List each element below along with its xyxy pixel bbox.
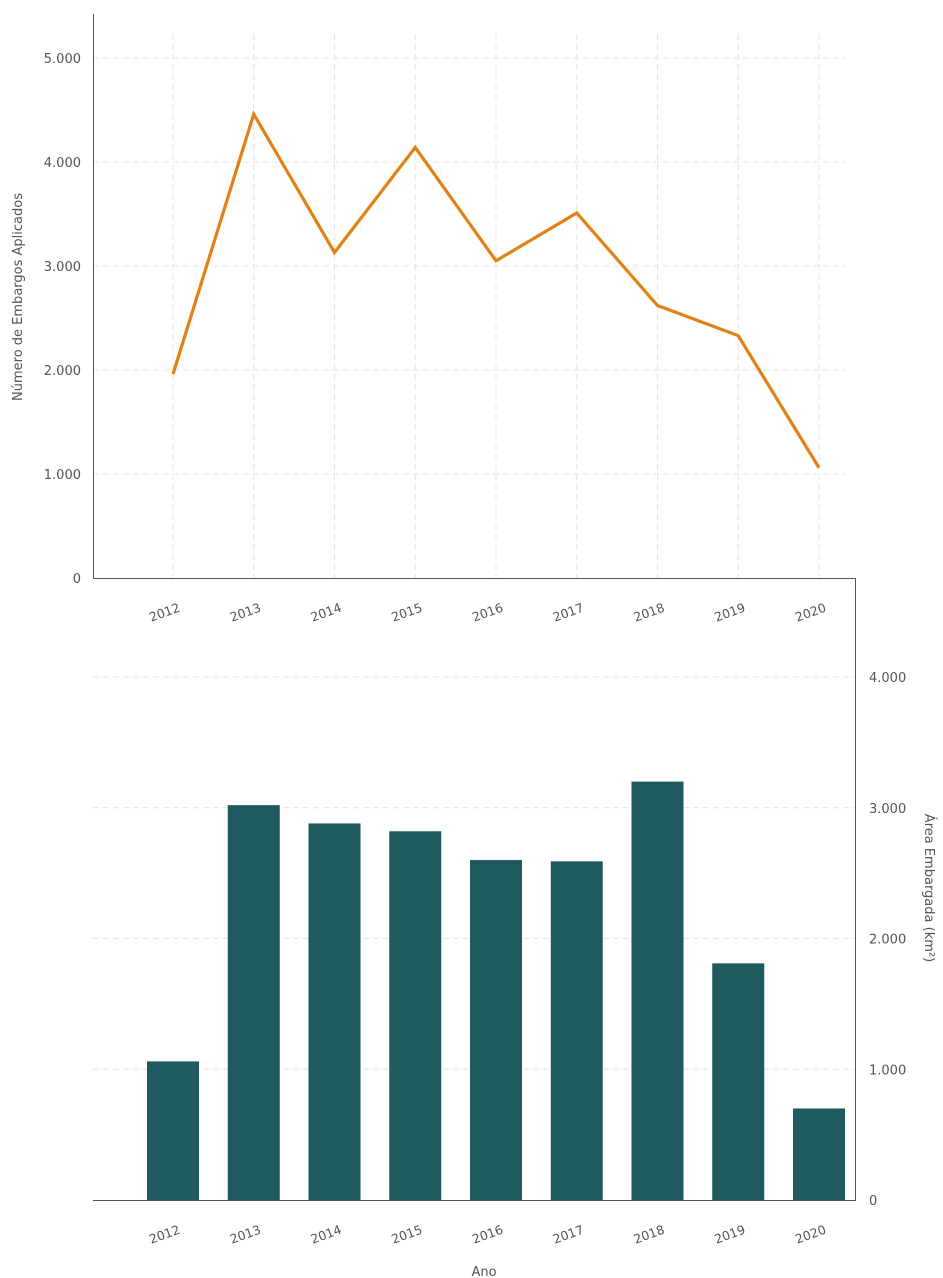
line-chart-y-tick-labels: 0 1.000 2.000 3.000 4.000 5.000: [44, 52, 81, 587]
line-chart-y-tick-label: 2.000: [44, 364, 81, 379]
bar-chart-y-tick-label: 1.000: [869, 1063, 906, 1078]
bar-chart-y-tick-labels: 0 1.000 2.000 3.000 4.000: [869, 671, 906, 1209]
bar-chart-x-tick-labels: 2012 2013 2014 2015 2016 2017 2018 2019 2020: [147, 1222, 828, 1247]
line-chart-x-tick-labels: 2012 2013 2014 2015 2016 2017 2018 2019 2020: [147, 600, 828, 625]
bar: [147, 1061, 199, 1200]
bar: [470, 860, 522, 1200]
line-chart-y-tick-label: 1.000: [44, 468, 81, 483]
line-chart-x-tick-label: 2016: [470, 600, 505, 625]
line-chart-y-tick-label: 5.000: [44, 52, 81, 67]
bar-chart-x-tick-label: 2018: [632, 1222, 667, 1247]
line-series: [171, 110, 821, 469]
line-chart-y-tick-label: 0: [73, 572, 81, 587]
axes: [93, 14, 856, 1201]
bar-chart-y-tick-label: 4.000: [869, 671, 906, 686]
line-chart-y-tick-label: 4.000: [44, 156, 81, 171]
line-chart-x-tick-label: 2013: [228, 600, 263, 625]
bar: [308, 823, 361, 1200]
bar-chart-x-tick-label: 2020: [793, 1222, 828, 1247]
line-chart-x-tick-label: 2020: [793, 600, 828, 625]
bar: [389, 831, 442, 1200]
bar-chart-x-tick-label: 2014: [309, 1222, 344, 1247]
line-chart-x-tick-label: 2017: [551, 600, 586, 625]
bar: [712, 963, 765, 1200]
line-chart-x-tick-label: 2015: [389, 600, 424, 625]
bar-chart-y-tick-label: 3.000: [869, 802, 906, 817]
bar-chart-x-tick-label: 2019: [712, 1222, 747, 1247]
bar-chart-x-tick-label: 2012: [147, 1222, 182, 1247]
bar: [227, 805, 280, 1200]
line-chart-x-tick-label: 2012: [147, 600, 182, 625]
bar: [631, 781, 684, 1200]
line-chart-x-tick-label: 2014: [309, 600, 344, 625]
bar-chart-y-tick-label: 0: [869, 1194, 877, 1209]
bar-chart-y-axis-title: Área Embargada (km²): [921, 814, 937, 962]
bar: [793, 1108, 845, 1200]
bar-series: [147, 781, 845, 1200]
bar-chart-x-tick-label: 2015: [389, 1222, 424, 1247]
line-chart-gridlines: [93, 34, 846, 578]
bar-chart-x-tick-label: 2013: [228, 1222, 263, 1247]
line-chart-y-axis-title: Número de Embargos Aplicados: [11, 193, 26, 401]
bar-chart-x-tick-label: 2016: [470, 1222, 505, 1247]
bar: [550, 861, 603, 1200]
line-chart-x-tick-label: 2018: [632, 600, 667, 625]
bar-chart-y-tick-label: 2.000: [869, 933, 906, 948]
line-chart-y-tick-label: 3.000: [44, 260, 81, 275]
bar-chart-x-tick-label: 2017: [551, 1222, 586, 1247]
line-chart-x-tick-label: 2019: [712, 600, 747, 625]
bar-chart-x-axis-title: Ano: [471, 1265, 496, 1278]
